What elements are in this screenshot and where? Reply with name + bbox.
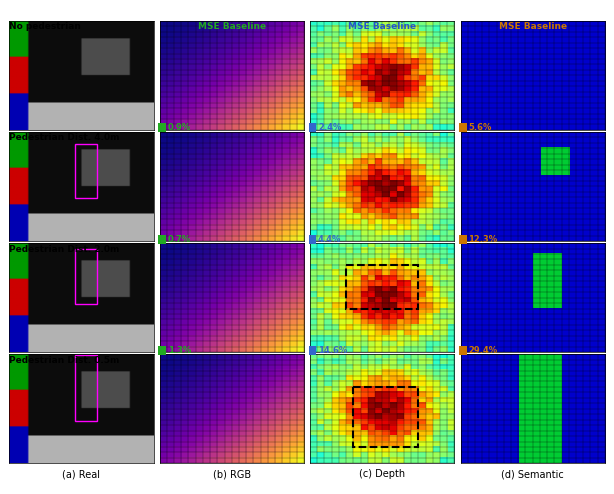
Text: MSE Baseline: MSE Baseline bbox=[348, 22, 416, 31]
Text: MSE Baseline: MSE Baseline bbox=[198, 22, 266, 31]
Text: 12.3%: 12.3% bbox=[468, 235, 497, 244]
Text: 0.7%: 0.7% bbox=[168, 235, 191, 244]
Bar bbox=[354, 387, 418, 447]
Text: (a) Real: (a) Real bbox=[63, 469, 100, 479]
Bar bbox=[346, 265, 418, 309]
Text: 0.9%: 0.9% bbox=[168, 124, 191, 132]
Text: No pedestrian: No pedestrian bbox=[9, 22, 81, 31]
Text: Pedestrian Dist. 2.0m: Pedestrian Dist. 2.0m bbox=[9, 245, 120, 253]
Text: (b) RGB: (b) RGB bbox=[212, 469, 251, 479]
Text: 1.3%: 1.3% bbox=[168, 346, 191, 355]
Bar bbox=[76, 144, 97, 198]
Text: Pedestrian Dist. 0.5m: Pedestrian Dist. 0.5m bbox=[9, 356, 120, 365]
Text: (c) Depth: (c) Depth bbox=[359, 469, 405, 479]
Text: MSE Baseline: MSE Baseline bbox=[499, 22, 567, 31]
Bar bbox=[76, 355, 97, 420]
Text: 29.4%: 29.4% bbox=[468, 346, 497, 355]
Text: 2.4%: 2.4% bbox=[318, 124, 341, 132]
Text: Pedestrian Dist. 4.0m: Pedestrian Dist. 4.0m bbox=[9, 133, 120, 142]
Text: (d) Semantic: (d) Semantic bbox=[501, 469, 564, 479]
Text: 4.4%: 4.4% bbox=[318, 235, 341, 244]
Text: 5.6%: 5.6% bbox=[468, 124, 492, 132]
Text: 14.6%: 14.6% bbox=[318, 346, 348, 355]
Bar bbox=[76, 249, 97, 304]
